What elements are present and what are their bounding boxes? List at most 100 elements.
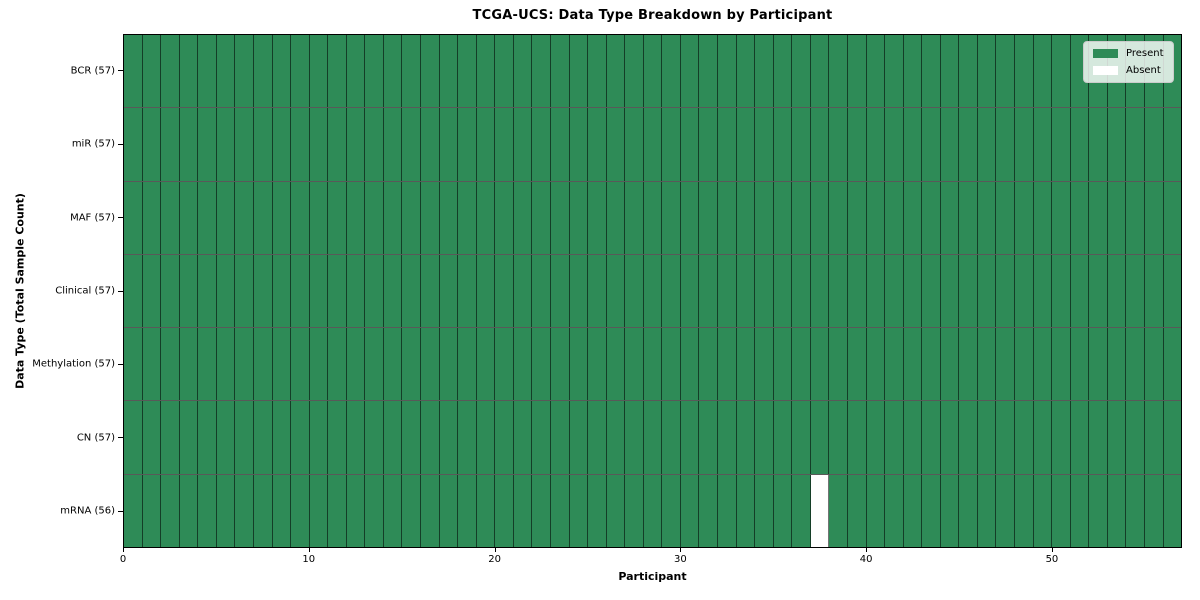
heatmap-cell — [662, 401, 681, 474]
heatmap-cell — [922, 108, 941, 181]
heatmap-cell — [959, 254, 978, 328]
heatmap-cell — [885, 35, 904, 108]
heatmap-cell — [532, 474, 551, 547]
heatmap-cell — [328, 181, 347, 254]
heatmap-cell — [272, 108, 292, 181]
heatmap-cell — [885, 474, 904, 547]
heatmap-cell — [996, 35, 1015, 108]
x-tick-mark — [308, 548, 310, 552]
heatmap-cell — [179, 401, 199, 474]
y-tick-label: Clinical (57) — [55, 285, 115, 297]
heatmap-cell — [755, 35, 774, 108]
heatmap-cell — [810, 401, 830, 474]
heatmap-cell — [402, 474, 421, 547]
legend-label: Present — [1126, 48, 1164, 59]
heatmap-cell — [550, 108, 570, 181]
heatmap-cell — [1107, 401, 1127, 474]
heatmap-cell — [755, 474, 774, 547]
heatmap-cell — [142, 181, 162, 254]
heatmap-cell — [1015, 108, 1034, 181]
heatmap-cell — [1070, 254, 1090, 328]
heatmap-cell — [421, 254, 440, 328]
heatmap-cell — [495, 254, 514, 328]
heatmap-cell — [421, 474, 440, 547]
heatmap-cell — [402, 181, 421, 254]
heatmap-cell — [198, 254, 217, 328]
heatmap-cell — [885, 181, 904, 254]
heatmap-cell — [755, 328, 774, 401]
heatmap-cell — [235, 401, 254, 474]
y-tick-mark — [118, 437, 123, 439]
heatmap-cell — [328, 254, 347, 328]
heatmap-row-Clinical — [124, 254, 1182, 329]
heatmap-cell — [718, 35, 737, 108]
heatmap-cell — [198, 328, 217, 401]
heatmap-cell — [866, 474, 886, 547]
heatmap-cell — [643, 35, 663, 108]
heatmap-cell — [643, 401, 663, 474]
heatmap-cell — [272, 35, 292, 108]
heatmap-cell — [1052, 108, 1071, 181]
heatmap-cell — [458, 35, 477, 108]
heatmap-cell — [940, 181, 960, 254]
heatmap-cell — [365, 254, 384, 328]
heatmap-cell — [142, 254, 162, 328]
heatmap-cell — [1052, 474, 1071, 547]
heatmap-cell — [643, 108, 663, 181]
heatmap-cell — [1107, 181, 1127, 254]
heatmap-cell — [699, 35, 718, 108]
y-tick-mark — [118, 363, 123, 365]
heatmap-cell — [755, 181, 774, 254]
heatmap-cell — [569, 401, 589, 474]
heatmap-cell — [532, 181, 551, 254]
heatmap-cell — [885, 254, 904, 328]
heatmap-cell — [253, 254, 273, 328]
heatmap-cell — [996, 401, 1015, 474]
heatmap-cell — [495, 328, 514, 401]
heatmap-cell — [810, 108, 830, 181]
heatmap-cell — [977, 328, 997, 401]
heatmap-cell — [513, 474, 533, 547]
x-tick-mark — [1051, 548, 1053, 552]
heatmap-cell — [458, 108, 477, 181]
heatmap-cell — [829, 328, 848, 401]
heatmap-cell — [1052, 401, 1071, 474]
heatmap-cell — [1163, 108, 1182, 181]
heatmap-cell — [699, 474, 718, 547]
heatmap-cell — [458, 254, 477, 328]
heatmap-cell — [847, 328, 867, 401]
heatmap-cell — [253, 474, 273, 547]
heatmap-plot — [123, 34, 1182, 548]
heatmap-cell — [142, 35, 162, 108]
heatmap-cell — [1089, 254, 1108, 328]
x-tick-label: 20 — [488, 554, 501, 565]
heatmap-cell — [736, 328, 756, 401]
heatmap-cell — [1144, 181, 1164, 254]
heatmap-cell — [810, 328, 830, 401]
heatmap-cell — [328, 35, 347, 108]
x-tick-mark — [866, 548, 868, 552]
heatmap-cell — [179, 108, 199, 181]
heatmap-cell — [513, 401, 533, 474]
heatmap-cell — [124, 328, 143, 401]
x-axis-title: Participant — [618, 570, 687, 583]
y-tick-label: miR (57) — [71, 138, 115, 150]
heatmap-cell — [365, 401, 384, 474]
heatmap-row-MAF — [124, 181, 1182, 255]
heatmap-cell — [625, 108, 644, 181]
heatmap-row-Methylation — [124, 328, 1182, 402]
heatmap-cell — [940, 108, 960, 181]
heatmap-cell — [439, 401, 459, 474]
heatmap-cell — [161, 181, 180, 254]
x-tick-label: 50 — [1045, 554, 1059, 565]
heatmap-cell — [402, 401, 421, 474]
heatmap-cell — [198, 401, 217, 474]
y-tick-label: mRNA (56) — [60, 505, 115, 517]
heatmap-cell — [198, 474, 217, 547]
heatmap-cell — [309, 254, 329, 328]
heatmap-cell — [421, 108, 440, 181]
heatmap-cell — [513, 254, 533, 328]
heatmap-cell — [810, 35, 830, 108]
heatmap-cell — [309, 401, 329, 474]
heatmap-cell — [885, 108, 904, 181]
